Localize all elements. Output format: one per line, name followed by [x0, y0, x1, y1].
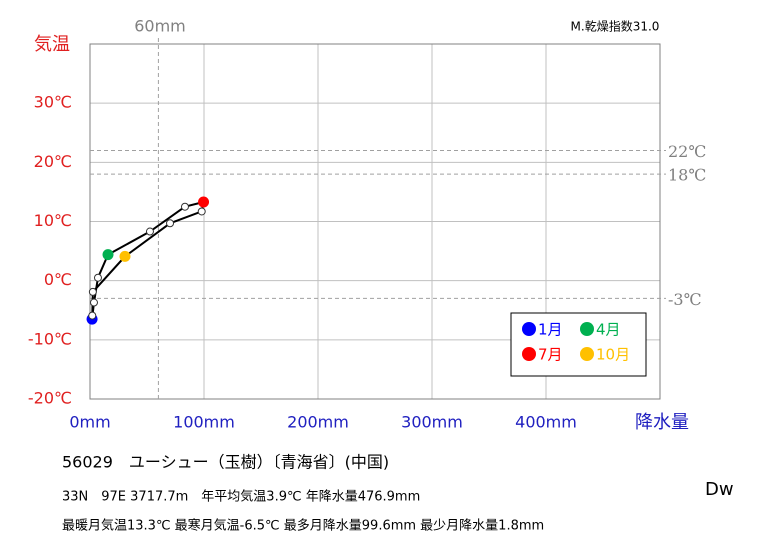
x-tick-label: 0mm: [69, 413, 110, 432]
y-tick-label: 10℃: [34, 211, 72, 230]
month-point: [93, 273, 102, 282]
legend-marker: [522, 347, 536, 361]
x-tick-label: 100mm: [173, 413, 235, 432]
climate-code: Dw: [705, 479, 734, 500]
legend-marker: [522, 322, 536, 336]
month-point: [166, 219, 175, 228]
x-tick-label: 400mm: [515, 413, 577, 432]
legend-marker: [580, 322, 594, 336]
info-line: 最暖月気温13.3℃ 最寒月気温-6.5℃ 最多月降水量99.6mm 最少月降水…: [62, 518, 544, 534]
y-tick-label: 0℃: [44, 270, 72, 289]
legend-label: 7月: [538, 346, 563, 364]
legend-label: 4月: [596, 321, 621, 339]
x-tick-label: 200mm: [287, 413, 349, 432]
info-line: 33N 97E 3717.7m 年平均気温3.9℃ 年降水量476.9mm: [62, 489, 420, 505]
month-point: [198, 196, 210, 208]
station: 56029 ユーシュー（玉樹）〔青海省〕(中国): [62, 453, 389, 472]
month-point: [88, 287, 97, 296]
legend-label: 1月: [538, 321, 563, 339]
month-point: [119, 250, 131, 262]
month-point: [145, 227, 154, 236]
index-label: M.乾燥指数31.0: [571, 19, 660, 34]
y-axis-label: 気温: [34, 34, 70, 55]
ref-y-label: 22℃: [668, 142, 706, 161]
y-tick-label: 30℃: [34, 93, 72, 112]
legend-box: [510, 312, 647, 377]
month-point: [197, 207, 206, 216]
ref-x-label: 60mm: [134, 17, 186, 36]
month-point: [89, 298, 98, 307]
climate-line: [91, 200, 205, 320]
ref-y-label: -3℃: [668, 290, 701, 309]
y-tick-label: -20℃: [28, 389, 72, 408]
x-axis-label: 降水量: [635, 412, 689, 433]
y-tick-label: 20℃: [34, 152, 72, 171]
legend-label: 10月: [596, 346, 630, 364]
x-tick-label: 300mm: [401, 413, 463, 432]
ref-y-label: 18℃: [668, 166, 706, 185]
plot-frame: [89, 43, 661, 400]
month-point: [180, 202, 189, 211]
month-point: [88, 311, 97, 320]
y-tick-label: -10℃: [28, 329, 72, 348]
legend-marker: [580, 347, 594, 361]
month-point: [102, 249, 114, 261]
